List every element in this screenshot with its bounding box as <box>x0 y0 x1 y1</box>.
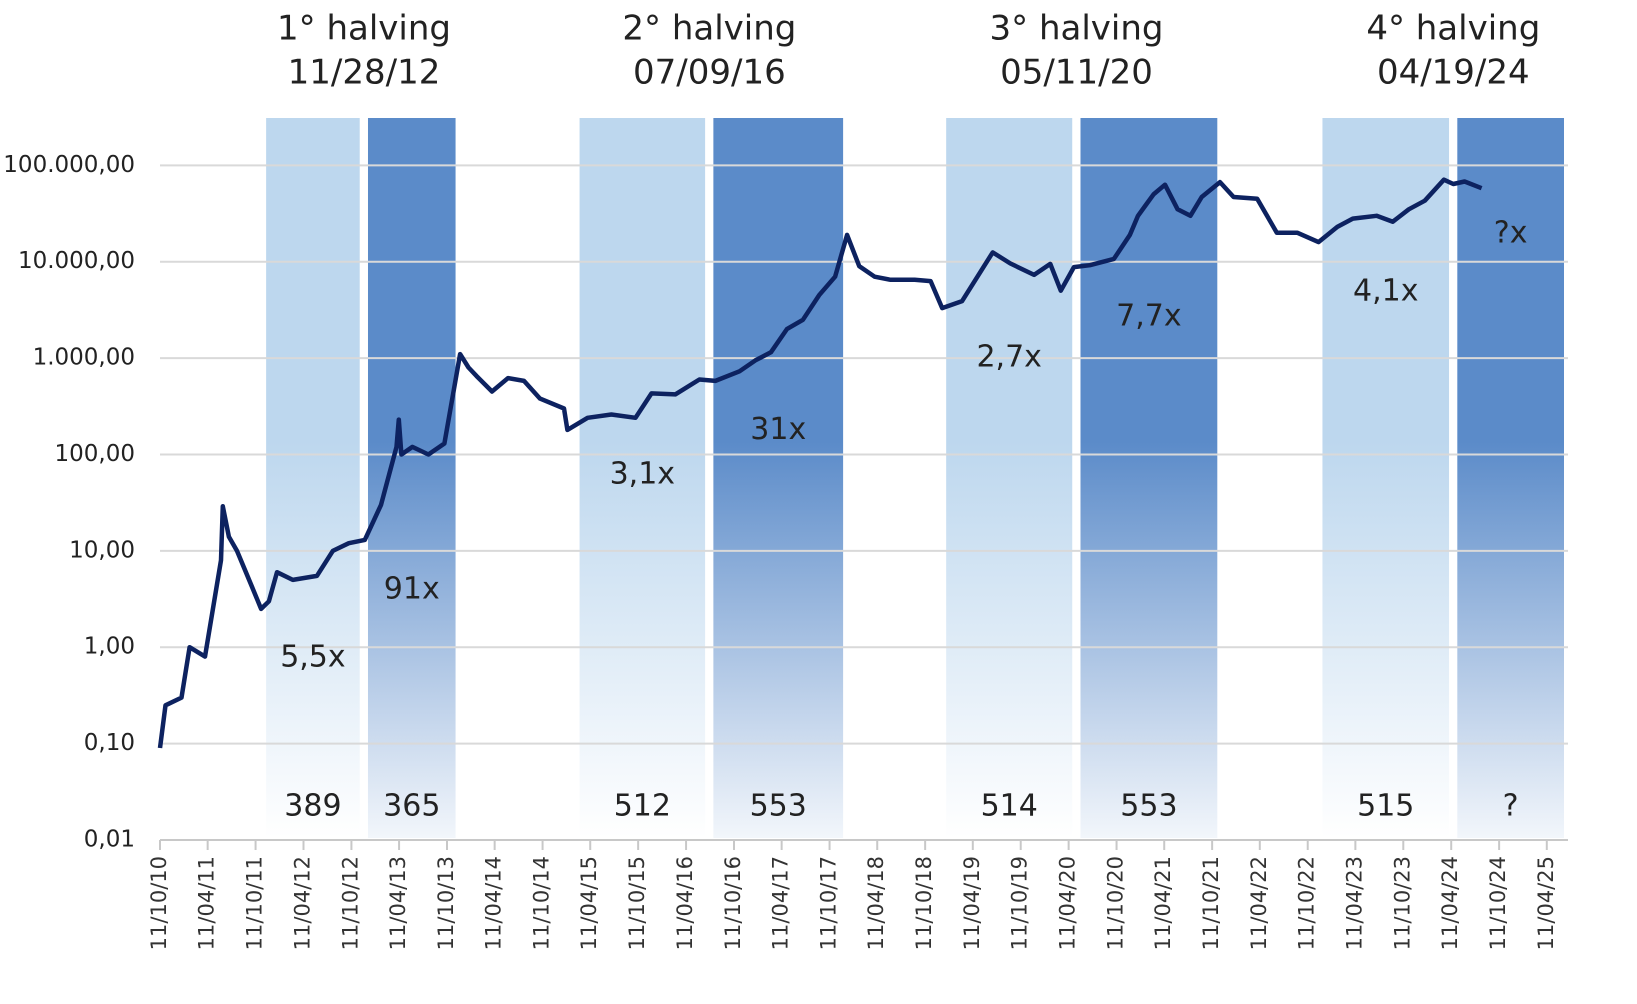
y-tick-label: 10.000,00 <box>18 248 135 274</box>
days-label: 553 <box>750 789 807 824</box>
x-tick-label: 11/10/22 <box>1295 856 1319 950</box>
x-tick-label: 11/04/15 <box>577 856 601 950</box>
x-tick-label: 11/04/21 <box>1151 856 1175 950</box>
x-tick-label: 11/10/23 <box>1390 856 1414 950</box>
x-tick-label: 11/04/16 <box>673 856 697 950</box>
days-label: ? <box>1503 789 1519 824</box>
x-tick-label: 11/04/19 <box>960 856 984 950</box>
x-tick-label: 11/10/13 <box>434 856 458 950</box>
x-tick-label: 11/10/11 <box>243 856 267 950</box>
halving-date: 04/19/24 <box>1377 53 1530 93</box>
multiple-label: 31x <box>750 412 806 447</box>
x-tick-label: 11/04/18 <box>864 856 888 950</box>
x-tick-label: 11/04/24 <box>1438 856 1462 950</box>
days-label: 514 <box>981 789 1038 824</box>
period-band <box>946 118 1073 838</box>
halving-date: 11/28/12 <box>288 53 441 93</box>
period-band <box>713 118 844 838</box>
x-tick-label: 11/04/13 <box>386 856 410 950</box>
halving-title: 1° halving <box>277 9 451 49</box>
x-tick-label: 11/04/25 <box>1534 856 1558 950</box>
x-tick-label: 11/10/17 <box>817 856 841 950</box>
y-tick-label: 100.000,00 <box>3 152 135 178</box>
halving-date: 07/09/16 <box>633 53 786 93</box>
x-tick-label: 11/10/15 <box>625 856 649 950</box>
x-tick-label: 11/10/20 <box>1104 856 1128 950</box>
x-tick-label: 11/04/11 <box>195 856 219 950</box>
x-tick-label: 11/04/20 <box>1056 856 1080 950</box>
y-tick-label: 100,00 <box>55 441 135 467</box>
x-tick-label: 11/10/14 <box>530 856 554 950</box>
x-tick-label: 11/10/10 <box>147 856 171 950</box>
halving-title: 3° halving <box>990 9 1164 49</box>
period-band <box>367 118 456 838</box>
x-tick-label: 11/10/12 <box>338 856 362 950</box>
y-tick-label: 1,00 <box>84 634 135 660</box>
y-tick-label: 10,00 <box>69 537 135 563</box>
x-tick-label: 11/10/24 <box>1486 856 1510 950</box>
days-label: 553 <box>1120 789 1177 824</box>
x-tick-label: 11/10/16 <box>721 856 745 950</box>
x-tick-label: 11/10/19 <box>1008 856 1032 950</box>
multiple-label: 4,1x <box>1353 274 1418 309</box>
y-tick-label: 0,10 <box>84 730 135 756</box>
x-tick-label: 11/04/17 <box>769 856 793 950</box>
x-tick-label: 11/04/23 <box>1342 856 1366 950</box>
period-band <box>1322 118 1450 838</box>
halving-title: 2° halving <box>622 9 796 49</box>
multiple-label: 91x <box>384 572 440 607</box>
y-tick-label: 1.000,00 <box>33 345 135 371</box>
days-label: 515 <box>1357 789 1414 824</box>
multiple-label: 5,5x <box>280 639 345 674</box>
multiple-label: 7,7x <box>1116 298 1181 333</box>
days-label: 389 <box>284 789 341 824</box>
period-band <box>1080 118 1218 838</box>
days-label: 512 <box>614 789 671 824</box>
period-band <box>579 118 706 838</box>
halving-title: 4° halving <box>1366 9 1540 49</box>
multiple-label: 2,7x <box>976 340 1041 375</box>
x-tick-label: 11/04/12 <box>290 856 314 950</box>
x-tick-label: 11/04/14 <box>482 856 506 950</box>
multiple-label: 3,1x <box>610 457 675 492</box>
price-line <box>157 177 1483 749</box>
x-tick-label: 11/10/21 <box>1199 856 1223 950</box>
multiple-label: ?x <box>1494 216 1528 251</box>
halving-date: 05/11/20 <box>1000 53 1153 93</box>
days-label: 365 <box>383 789 440 824</box>
period-band <box>1457 118 1564 838</box>
y-tick-label: 0,01 <box>84 827 135 853</box>
period-band <box>266 118 360 838</box>
x-tick-label: 11/10/18 <box>912 856 936 950</box>
x-tick-label: 11/04/22 <box>1247 856 1271 950</box>
